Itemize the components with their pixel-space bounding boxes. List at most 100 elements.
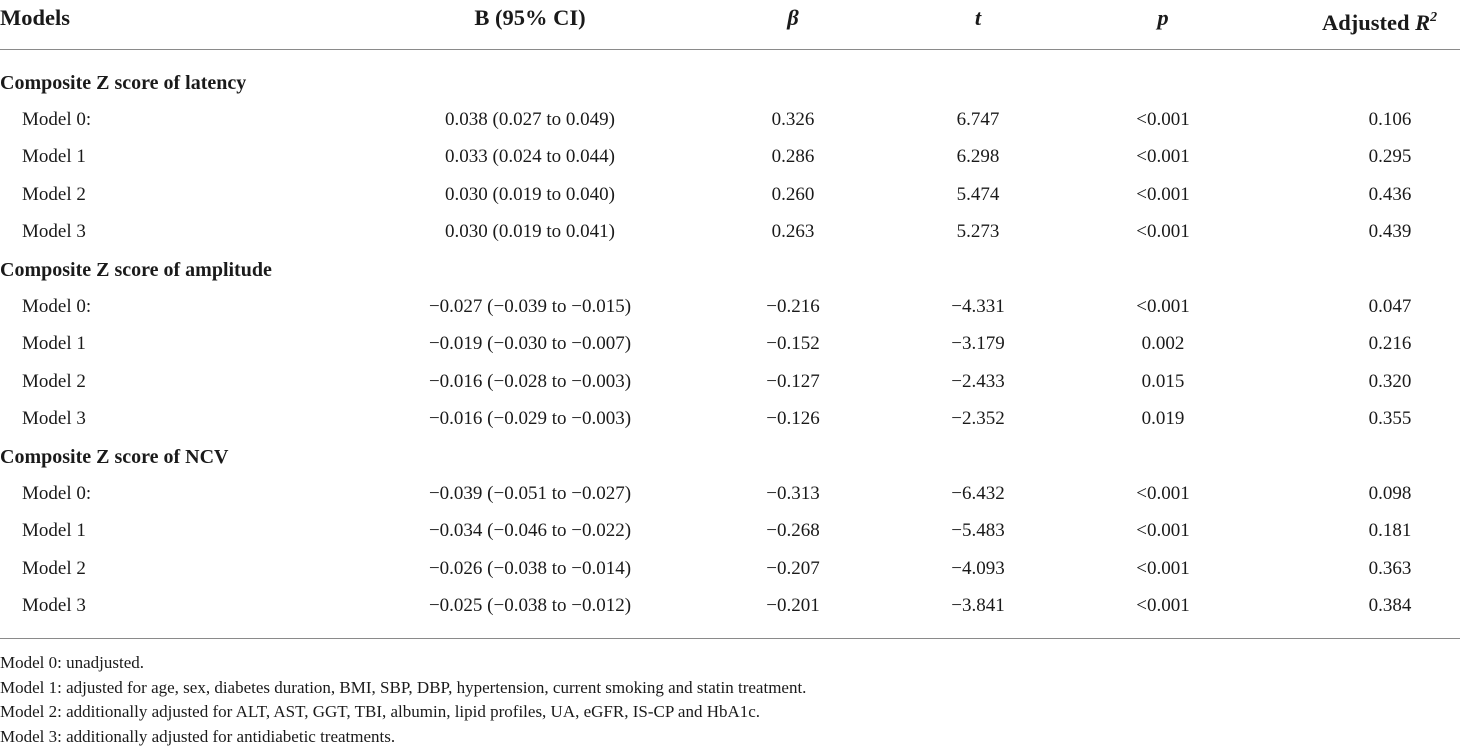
cell-adjusted-r2: 0.439 xyxy=(1368,221,1412,242)
cell-b-ci: 0.030 (0.019 to 0.040) xyxy=(445,184,615,205)
cell-model: Model 2 xyxy=(22,371,86,392)
cell-adjusted-r2: 0.047 xyxy=(1368,296,1412,317)
cell-beta: −0.127 xyxy=(766,371,820,392)
cell-b-ci: 0.033 (0.024 to 0.044) xyxy=(445,146,615,167)
cell-p: 0.015 xyxy=(1141,371,1185,392)
cell-beta: −0.268 xyxy=(766,520,820,541)
cell-model: Model 1 xyxy=(22,333,86,354)
header-adjusted-r2: Adjusted R2 xyxy=(1322,0,1437,38)
footnote-model-1: Model 1: adjusted for age, sex, diabetes… xyxy=(0,677,807,697)
header-models: Models xyxy=(0,5,70,30)
cell-p: 0.002 xyxy=(1141,333,1185,354)
cell-adjusted-r2: 0.384 xyxy=(1368,595,1412,616)
cell-adjusted-r2: 0.363 xyxy=(1368,558,1412,579)
header-b-ci: B (95% CI) xyxy=(474,5,586,30)
cell-beta: −0.216 xyxy=(766,296,820,317)
table-row: Model 1 −0.034 (−0.046 to −0.022) −0.268… xyxy=(0,518,1460,555)
cell-p: <0.001 xyxy=(1136,483,1190,504)
cell-p: <0.001 xyxy=(1136,221,1190,242)
cell-p: <0.001 xyxy=(1136,109,1190,130)
cell-beta: −0.201 xyxy=(766,595,820,616)
cell-p: 0.019 xyxy=(1141,408,1185,429)
cell-beta: −0.152 xyxy=(766,333,820,354)
cell-t: −5.483 xyxy=(951,520,1005,541)
cell-adjusted-r2: 0.181 xyxy=(1368,520,1412,541)
table-row: Model 0: 0.038 (0.027 to 0.049) 0.326 6.… xyxy=(0,107,1460,144)
cell-adjusted-r2: 0.355 xyxy=(1368,408,1412,429)
cell-beta: −0.313 xyxy=(766,483,820,504)
table-row: Model 2 −0.026 (−0.038 to −0.014) −0.207… xyxy=(0,556,1460,593)
cell-adjusted-r2: 0.295 xyxy=(1368,146,1412,167)
table-row: Model 0: −0.027 (−0.039 to −0.015) −0.21… xyxy=(0,294,1460,331)
cell-b-ci: −0.026 (−0.038 to −0.014) xyxy=(428,558,632,579)
header-adjusted-label: Adjusted xyxy=(1322,10,1410,35)
header-p: p xyxy=(1063,0,1263,38)
cell-adjusted-r2: 0.436 xyxy=(1368,184,1412,205)
cell-adjusted-r2: 0.106 xyxy=(1368,109,1412,130)
cell-t: −4.331 xyxy=(951,296,1005,317)
table-row: Model 2 0.030 (0.019 to 0.040) 0.260 5.4… xyxy=(0,182,1460,219)
table-row: Model 0: −0.039 (−0.051 to −0.027) −0.31… xyxy=(0,481,1460,518)
cell-t: −2.352 xyxy=(951,408,1005,429)
cell-b-ci: −0.016 (−0.029 to −0.003) xyxy=(428,408,632,429)
footnote-model-2: Model 2: additionally adjusted for ALT, … xyxy=(0,702,761,721)
cell-adjusted-r2: 0.320 xyxy=(1368,371,1412,392)
cell-t: −3.841 xyxy=(951,595,1005,616)
cell-beta: −0.207 xyxy=(766,558,820,579)
cell-b-ci: −0.019 (−0.030 to −0.007) xyxy=(428,333,632,354)
cell-model: Model 1 xyxy=(22,520,86,541)
cell-adjusted-r2: 0.216 xyxy=(1368,333,1412,354)
table-row: Model 3 0.030 (0.019 to 0.041) 0.263 5.2… xyxy=(0,219,1460,256)
table-row: Model 1 −0.019 (−0.030 to −0.007) −0.152… xyxy=(0,331,1460,368)
cell-b-ci: −0.034 (−0.046 to −0.022) xyxy=(428,520,632,541)
footnote-model-0: Model 0: unadjusted. xyxy=(0,653,145,672)
cell-beta: 0.286 xyxy=(771,146,815,167)
cell-t: 6.298 xyxy=(956,146,1000,167)
cell-model: Model 2 xyxy=(22,558,86,579)
table-footnotes: Model 0: unadjusted. Model 1: adjusted f… xyxy=(0,651,806,749)
header-t-symbol: t xyxy=(974,5,982,30)
cell-p: <0.001 xyxy=(1136,296,1190,317)
table-row: Model 3 −0.025 (−0.038 to −0.012) −0.201… xyxy=(0,593,1460,630)
cell-p: <0.001 xyxy=(1136,520,1190,541)
cell-model: Model 2 xyxy=(22,184,86,205)
cell-adjusted-r2: 0.098 xyxy=(1368,483,1412,504)
table-bottom-divider xyxy=(0,638,1460,639)
cell-b-ci: −0.027 (−0.039 to −0.015) xyxy=(428,296,632,317)
header-beta-symbol: β xyxy=(787,5,799,30)
table-row: Model 1 0.033 (0.024 to 0.044) 0.286 6.2… xyxy=(0,144,1460,181)
table-row: Model 2 −0.016 (−0.028 to −0.003) −0.127… xyxy=(0,369,1460,406)
cell-beta: 0.326 xyxy=(771,109,815,130)
cell-t: 5.273 xyxy=(956,221,1000,242)
footnote-model-3: Model 3: additionally adjusted for antid… xyxy=(0,726,396,746)
cell-p: <0.001 xyxy=(1136,184,1190,205)
cell-model: Model 1 xyxy=(22,146,86,167)
header-p-symbol: p xyxy=(1157,5,1169,30)
cell-b-ci: 0.030 (0.019 to 0.041) xyxy=(445,221,615,242)
section-title-amplitude: Composite Z score of amplitude xyxy=(0,259,272,281)
cell-p: <0.001 xyxy=(1136,558,1190,579)
header-divider xyxy=(0,49,1460,50)
cell-beta: 0.263 xyxy=(771,221,815,242)
cell-t: 5.474 xyxy=(956,184,1000,205)
cell-t: 6.747 xyxy=(956,109,1000,130)
cell-t: −3.179 xyxy=(951,333,1005,354)
header-r-superscript: 2 xyxy=(1430,10,1438,25)
cell-beta: −0.126 xyxy=(766,408,820,429)
header-t: t xyxy=(878,0,1078,38)
header-beta: β xyxy=(693,0,893,38)
cell-model: Model 3 xyxy=(22,595,86,616)
cell-b-ci: −0.016 (−0.028 to −0.003) xyxy=(428,371,632,392)
cell-model: Model 0: xyxy=(22,296,92,317)
cell-model: Model 0: xyxy=(22,483,92,504)
cell-b-ci: −0.025 (−0.038 to −0.012) xyxy=(428,595,632,616)
cell-model: Model 3 xyxy=(22,408,86,429)
header-r-symbol: R xyxy=(1415,10,1431,35)
table-row: Model 3 −0.016 (−0.029 to −0.003) −0.126… xyxy=(0,406,1460,443)
cell-model: Model 0: xyxy=(22,109,92,130)
section-title-ncv: Composite Z score of NCV xyxy=(0,446,229,468)
cell-beta: 0.260 xyxy=(771,184,815,205)
cell-b-ci: 0.038 (0.027 to 0.049) xyxy=(445,109,615,130)
cell-t: −4.093 xyxy=(951,558,1005,579)
